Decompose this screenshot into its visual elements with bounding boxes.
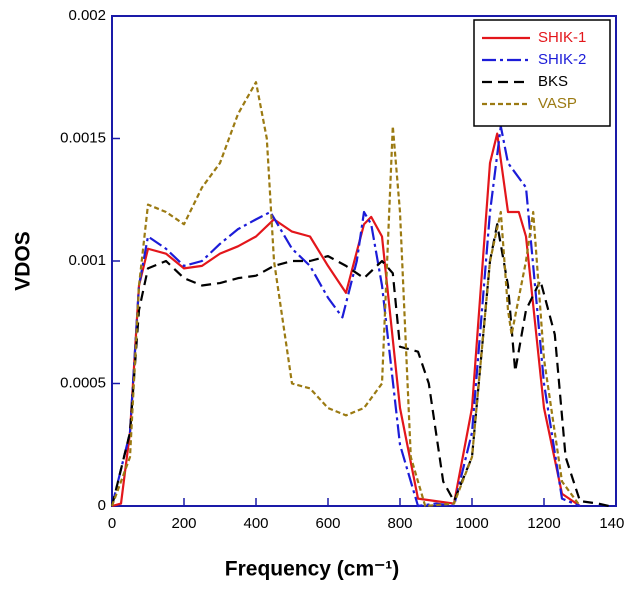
x-tick-label: 1200 (527, 515, 560, 532)
y-tick-label: 0.002 (68, 7, 106, 24)
y-tick-label: 0.001 (68, 252, 106, 269)
legend-label: SHIK-1 (538, 29, 586, 46)
y-tick-label: 0.0015 (60, 129, 106, 146)
x-tick-label: 1000 (455, 515, 488, 532)
x-tick-label: 800 (387, 515, 412, 532)
series-line (110, 81, 581, 508)
legend-box (473, 19, 611, 127)
x-tick-label: 0 (108, 515, 116, 532)
y-tick-label: 0 (98, 497, 106, 514)
x-tick-label: 400 (243, 515, 268, 532)
legend-label: VASP (538, 95, 577, 112)
series-line (111, 132, 581, 508)
y-tick-label: 0.0005 (60, 374, 106, 391)
y-axis-label: VDOS (12, 231, 35, 291)
x-axis-label: Frequency (cm⁻¹) (225, 558, 399, 581)
x-tick-label: 600 (315, 515, 340, 532)
legend-label: BKS (538, 73, 568, 90)
legend-label: SHIK-2 (538, 51, 586, 68)
series-line (110, 223, 610, 508)
x-tick-label: 200 (171, 515, 196, 532)
